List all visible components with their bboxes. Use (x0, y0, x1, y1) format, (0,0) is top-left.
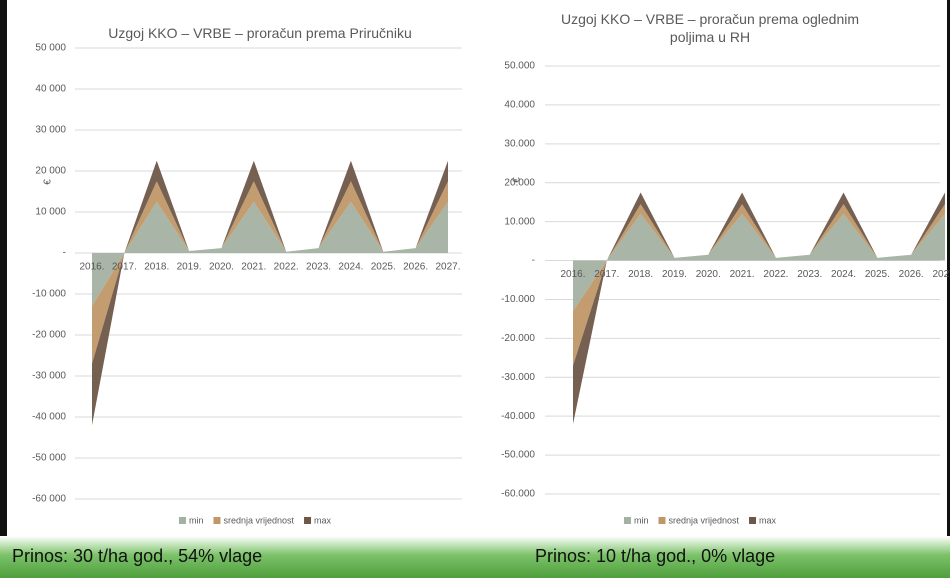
y-tick-label: 40.000 (504, 100, 535, 111)
x-tick-label: 2025. (371, 262, 396, 273)
x-tick-label: 2026. (403, 262, 428, 273)
y-tick-label: -30 000 (32, 371, 66, 382)
legend-swatch (623, 517, 631, 524)
x-tick-label: 2016. (560, 269, 585, 280)
legend-label: srednja vrijednost (668, 515, 739, 525)
y-tick-label: 40 000 (35, 84, 66, 95)
x-tick-label: 2026. (899, 269, 924, 280)
x-tick-label: 2016. (79, 262, 104, 273)
y-tick-label: -40.000 (501, 411, 535, 422)
legend-swatch (178, 517, 186, 524)
x-tick-label: 2022. (763, 269, 788, 280)
y-tick-label: -10.000 (501, 294, 535, 305)
y-tick-label: -60.000 (501, 489, 535, 500)
y-tick-label: -50.000 (501, 450, 535, 461)
y-tick-label: 30 000 (35, 125, 66, 136)
x-tick-label: 2023. (797, 269, 822, 280)
x-tick-label: 2024. (831, 269, 856, 280)
y-tick-label: 10.000 (504, 216, 535, 227)
legend-swatch (304, 517, 312, 524)
y-tick-label: -20 000 (32, 330, 66, 341)
legend-label: srednja vrijednost (223, 515, 294, 525)
area (573, 204, 945, 366)
area (573, 213, 945, 312)
legend-swatch (658, 517, 666, 524)
y-tick-label: -10 000 (32, 289, 66, 300)
area (92, 160, 448, 426)
y-tick-label: -40 000 (32, 412, 66, 423)
x-tick-label: 2018. (628, 269, 653, 280)
x-tick-label: 2025. (865, 269, 890, 280)
footer-text: Prinos: 30 t/ha god., 54% vlage (12, 546, 263, 566)
footer-band (0, 536, 950, 578)
legend-label: min (189, 515, 204, 525)
legend-swatch (213, 517, 221, 524)
chart-title: Uzgoj KKO – VRBE – proračun prema Priruč… (108, 25, 412, 41)
x-tick-label: 2019. (662, 269, 687, 280)
x-tick-label: 2021. (241, 262, 266, 273)
x-tick-label: 2023. (306, 262, 331, 273)
legend-label: max (314, 515, 332, 525)
y-tick-label: 50.000 (504, 61, 535, 72)
x-tick-label: 2027. (932, 269, 950, 280)
y-tick-label: 10 000 (35, 207, 66, 218)
x-tick-label: 2021. (730, 269, 755, 280)
chart-title: Uzgoj KKO – VRBE – proračun prema ogledn… (560, 11, 860, 45)
legend: min srednja vrijednost max (178, 515, 332, 525)
y-tick-label: 30.000 (504, 138, 535, 149)
x-tick-label: 2019. (177, 262, 202, 273)
slide-edge (947, 0, 950, 536)
x-tick-label: 2017. (594, 269, 619, 280)
y-tick-label: 20 000 (35, 166, 66, 177)
x-tick-label: 2020. (696, 269, 721, 280)
legend-label: min (634, 515, 649, 525)
legend-label: max (759, 515, 777, 525)
y-tick-label: 50 000 (35, 43, 66, 54)
legend: min srednja vrijednost max (623, 515, 777, 525)
x-tick-label: 2027. (435, 262, 460, 273)
area (92, 181, 448, 364)
y-tick-label: - (63, 248, 66, 259)
x-tick-label: 2020. (209, 262, 234, 273)
y-tick-label: - (532, 255, 535, 266)
area (92, 201, 448, 307)
y-axis-label: € (512, 177, 523, 183)
y-tick-label: -60 000 (32, 494, 66, 505)
slide-edge (0, 0, 7, 536)
x-tick-label: 2024. (338, 262, 363, 273)
x-tick-label: 2018. (144, 262, 169, 273)
y-tick-label: -20.000 (501, 333, 535, 344)
y-tick-label: 20.000 (504, 177, 535, 188)
footer-text: Prinos: 10 t/ha god., 0% vlage (535, 546, 776, 566)
legend-swatch (749, 517, 757, 524)
y-tick-label: -30.000 (501, 372, 535, 383)
y-axis-label: € (43, 179, 54, 185)
x-tick-label: 2017. (112, 262, 137, 273)
x-tick-label: 2022. (274, 262, 299, 273)
y-tick-label: -50 000 (32, 453, 66, 464)
